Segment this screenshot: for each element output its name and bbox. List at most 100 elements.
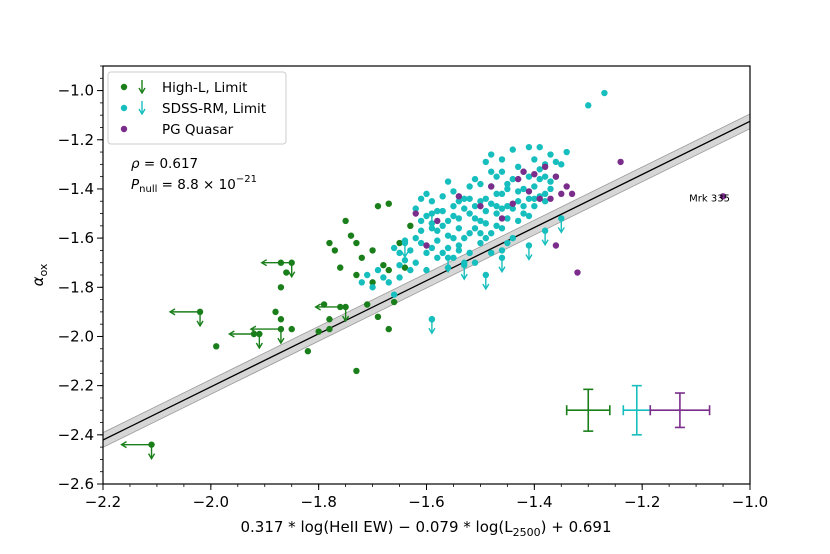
point-s1-99 (536, 166, 543, 173)
point-s2-20 (617, 158, 624, 166)
point-s0-11 (331, 247, 339, 254)
point-s1-123 (514, 217, 522, 225)
point-s1-20 (455, 242, 463, 249)
point-s1-86 (466, 249, 473, 257)
point-s0-8 (320, 301, 328, 308)
point-s1-132 (498, 156, 506, 163)
point-s1-119 (455, 247, 463, 254)
point-s0-30 (401, 264, 409, 271)
point-s2-19 (574, 269, 581, 276)
point-s1-44 (520, 210, 527, 217)
point-s1-80 (380, 274, 387, 281)
x-tick-label-5: −1.2 (624, 493, 660, 511)
point-s1-74 (412, 259, 419, 266)
x-tick-label-4: −1.4 (516, 493, 552, 511)
point-s0-28 (390, 298, 398, 306)
point-s1-2 (396, 249, 403, 257)
point-s1-19 (450, 188, 457, 195)
point-s1-125 (525, 212, 533, 220)
point-s1-35 (493, 190, 500, 198)
series-2 (412, 158, 727, 276)
legend-arrow-head-1 (138, 108, 146, 116)
x-tick-label-1: −2.0 (193, 493, 229, 511)
point-s1-91 (493, 222, 500, 230)
point-s1-76 (401, 257, 409, 264)
point-s1-92 (498, 205, 506, 212)
point-s1-27 (471, 215, 479, 222)
point-s1-65 (504, 215, 511, 222)
limit-point-s1-9 (428, 316, 436, 323)
limit-down-s1-9-head (428, 327, 436, 335)
point-s1-79 (385, 279, 392, 286)
legend-label-high-l: High-L, Limit (162, 80, 247, 96)
point-s1-62 (488, 230, 495, 237)
point-s1-29 (477, 198, 484, 205)
point-s1-4 (412, 234, 419, 242)
point-s0-13 (337, 264, 344, 271)
limit-left-s0-3-head (249, 325, 257, 333)
point-s1-124 (520, 202, 527, 210)
point-s1-111 (488, 168, 495, 175)
point-s0-12 (326, 239, 333, 247)
point-s0-7 (315, 328, 322, 335)
point-s1-135 (601, 89, 608, 97)
point-s1-106 (461, 195, 468, 202)
point-s1-61 (482, 195, 490, 202)
point-s2-14 (552, 173, 560, 180)
point-s0-31 (407, 222, 414, 230)
point-s1-72 (423, 212, 430, 220)
point-s1-75 (407, 247, 414, 254)
point-s1-121 (417, 195, 425, 202)
point-s1-71 (428, 198, 436, 205)
point-s1-45 (520, 185, 527, 193)
annotation-mrk-335: Mrk 335 (689, 194, 730, 205)
x-tick-label-0: −2.2 (85, 493, 121, 511)
legend-marker-1 (120, 104, 128, 112)
point-s1-69 (439, 222, 446, 230)
point-s1-13 (434, 254, 441, 261)
point-s2-15 (558, 190, 565, 198)
point-s1-109 (477, 180, 484, 188)
point-s1-88 (477, 230, 484, 237)
x-tick-label-6: −1.0 (732, 493, 768, 511)
point-s2-21 (719, 193, 727, 200)
point-s1-82 (369, 284, 376, 291)
limit-down-s1-4-head (482, 283, 490, 291)
legend-arrow-head-0 (138, 87, 146, 95)
point-s1-60 (477, 217, 484, 225)
point-s1-112 (493, 202, 500, 210)
limit-down-s1-2-head (444, 266, 452, 274)
point-s1-87 (471, 259, 479, 266)
point-s1-14 (439, 207, 446, 215)
point-s1-122 (509, 205, 516, 212)
point-s0-4 (277, 316, 285, 323)
x-axis-label: 0.317 * log(HeII EW) − 0.079 * log(L2500… (240, 518, 611, 539)
stat-rho: ρ = 0.617 (131, 156, 198, 172)
point-s1-101 (547, 185, 554, 193)
legend-label-pg-quasar: PG Quasar (162, 122, 234, 138)
point-s0-29 (396, 239, 403, 247)
point-s1-117 (444, 244, 452, 252)
point-s1-110 (482, 234, 490, 242)
x-tick-label-2: −1.8 (300, 493, 336, 511)
point-s1-104 (450, 234, 457, 242)
point-s1-116 (439, 249, 446, 257)
point-s1-47 (525, 173, 533, 180)
point-s1-10 (428, 244, 436, 252)
point-s2-10 (531, 170, 538, 178)
point-s1-73 (417, 227, 425, 234)
point-s0-16 (353, 239, 360, 247)
limit-point-s1-3 (461, 261, 468, 269)
point-s1-108 (471, 225, 479, 232)
limit-down-s0-3-head (277, 337, 285, 345)
point-s0-18 (358, 254, 365, 261)
point-s1-115 (423, 190, 430, 198)
point-s2-2 (455, 193, 463, 200)
limit-down-s1-3-head (460, 273, 468, 281)
point-s1-25 (466, 230, 473, 237)
point-s1-70 (434, 237, 441, 244)
point-s1-9 (423, 266, 430, 274)
limit-left-s0-5-head (120, 441, 127, 449)
point-s1-120 (412, 205, 419, 212)
